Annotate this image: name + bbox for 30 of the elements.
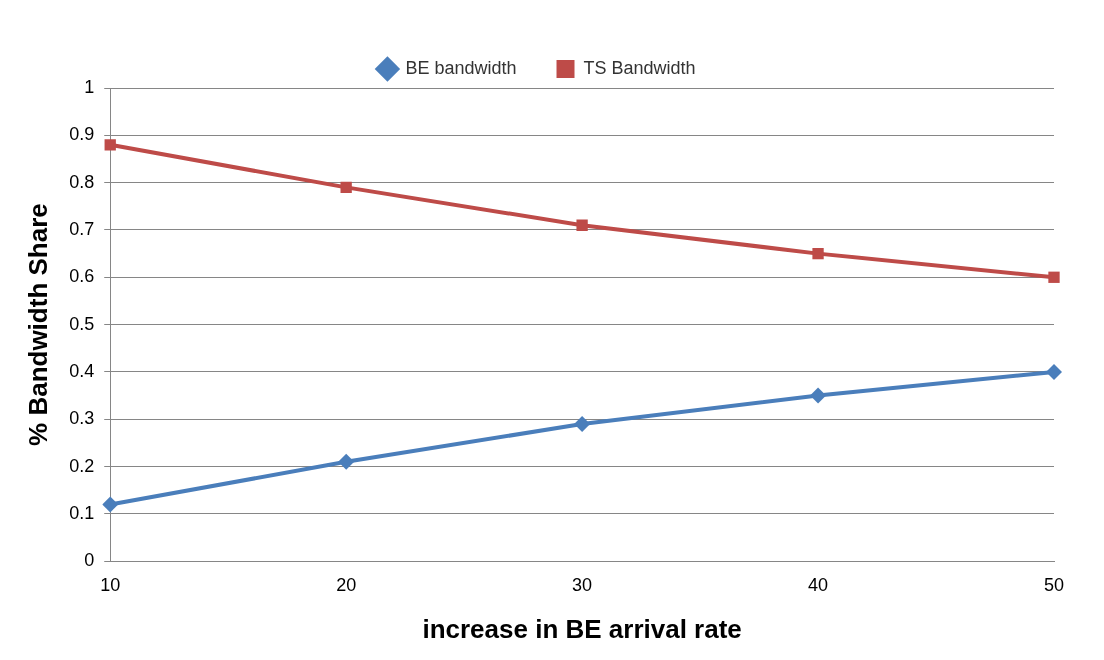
point <box>102 496 119 513</box>
point <box>576 219 588 231</box>
y-tick-label: 0.3 <box>69 408 95 429</box>
x-tick-label: 50 <box>1043 574 1065 595</box>
x-tick-label: 40 <box>808 574 829 595</box>
x-tick-label: 20 <box>336 574 357 595</box>
y-tick-label: 0.8 <box>69 171 95 192</box>
y-tick-label: 0 <box>84 550 95 571</box>
y-tick-label: 1 <box>84 76 95 97</box>
y-tick-label: 0.9 <box>69 124 95 145</box>
point <box>810 387 827 404</box>
y-axis-title: % Bandwidth Share <box>22 203 53 446</box>
x-tick-label: 10 <box>100 574 121 595</box>
y-tick-label: 0.6 <box>69 266 95 287</box>
point <box>812 247 824 260</box>
point <box>574 415 591 432</box>
y-tick-label: 0.2 <box>69 455 95 476</box>
point <box>1048 271 1060 283</box>
y-tick-label: 0.5 <box>69 313 95 334</box>
y-tick-label: 0.1 <box>69 502 95 523</box>
point <box>104 139 116 151</box>
y-tick-label: 0.4 <box>69 360 95 381</box>
x-tick-label: 30 <box>572 574 593 595</box>
legend-label: BE bandwidth <box>405 57 517 78</box>
point <box>340 181 352 194</box>
point <box>338 453 355 470</box>
point <box>1046 363 1062 380</box>
legend-label: TS Bandwidth <box>583 57 696 78</box>
x-axis-title: increase in BE arrival rate <box>422 613 742 644</box>
y-tick-label: 0.7 <box>69 218 95 239</box>
